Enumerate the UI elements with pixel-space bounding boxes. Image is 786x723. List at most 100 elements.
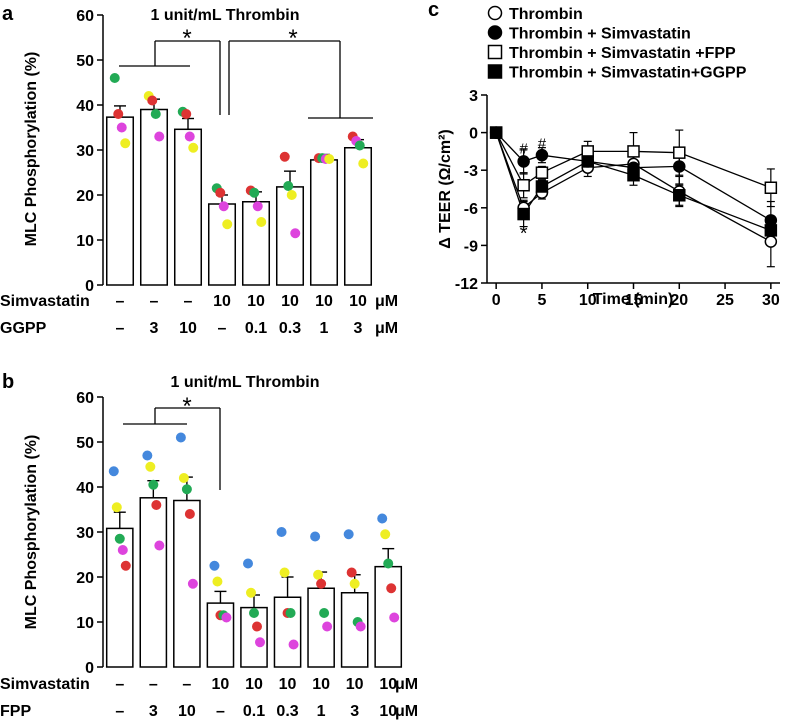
condition-cell: – xyxy=(116,320,125,337)
data-point xyxy=(252,621,262,632)
data-point xyxy=(184,131,195,142)
data-point xyxy=(517,178,530,192)
y-tick-label: 50 xyxy=(76,53,94,70)
x-tick-label: 0 xyxy=(492,292,501,309)
data-point xyxy=(322,621,333,632)
y-tick-label: 40 xyxy=(76,98,94,115)
data-point xyxy=(288,639,299,650)
chart-b: 1 unit/mL Thrombin MLC Phosphorylation (… xyxy=(0,374,418,720)
panel-label-a: a xyxy=(2,3,14,25)
condition-unit: μM xyxy=(375,320,398,337)
chart-a-significance-brackets: * * xyxy=(119,25,373,119)
chart-b-sig-star: * xyxy=(182,393,191,420)
bar xyxy=(240,606,268,668)
condition-cell: 3 xyxy=(354,320,363,337)
y-tick-label: 50 xyxy=(76,435,94,452)
data-point xyxy=(215,187,226,198)
data-point xyxy=(151,500,162,510)
data-point xyxy=(487,25,503,40)
condition-unit: μM xyxy=(375,293,398,310)
condition-cell: 10 xyxy=(379,676,397,693)
chart-c-series xyxy=(489,126,778,268)
data-point xyxy=(627,168,640,182)
data-point xyxy=(218,201,229,212)
y-tick-label: 20 xyxy=(76,188,94,205)
data-point xyxy=(142,450,153,461)
data-point xyxy=(389,612,400,623)
data-point xyxy=(150,109,161,119)
data-point xyxy=(256,217,267,227)
condition-row-label: Simvastatin xyxy=(0,676,90,693)
condition-cell: – xyxy=(184,293,193,310)
annotation: # xyxy=(538,136,547,153)
bar xyxy=(309,159,339,286)
data-point xyxy=(349,578,360,589)
data-point xyxy=(209,560,220,571)
legend-label: Thrombin + Simvastatin xyxy=(509,26,691,43)
data-point xyxy=(310,531,321,542)
y-tick-label: -6 xyxy=(464,201,478,218)
data-point xyxy=(187,578,198,589)
data-point xyxy=(764,235,778,248)
condition-cell: 10 xyxy=(178,703,196,720)
data-point xyxy=(377,513,388,524)
data-point xyxy=(517,207,530,221)
condition-cell: – xyxy=(115,703,124,720)
condition-cell: 10 xyxy=(349,293,367,310)
data-point xyxy=(120,560,131,571)
annotation: * xyxy=(520,223,528,245)
condition-cell: – xyxy=(150,293,159,310)
data-point xyxy=(154,131,165,142)
data-point xyxy=(324,154,335,164)
data-point xyxy=(343,529,354,540)
data-point xyxy=(181,109,192,119)
data-point xyxy=(285,608,296,618)
x-tick-label: 10 xyxy=(579,292,597,309)
y-tick-label: -9 xyxy=(464,238,478,255)
condition-cell: 0.3 xyxy=(279,320,301,337)
data-point xyxy=(581,155,594,168)
data-point xyxy=(673,189,686,202)
condition-cell: – xyxy=(218,320,227,337)
data-point xyxy=(346,567,357,578)
condition-row-label: FPP xyxy=(0,703,31,720)
data-point xyxy=(673,146,686,159)
data-point xyxy=(487,44,503,60)
data-point xyxy=(117,545,128,555)
data-point xyxy=(221,612,232,623)
condition-cell: – xyxy=(216,703,225,720)
x-tick-label: 25 xyxy=(716,292,734,309)
chart-a-ylabel: MLC Phosphorylation (%) xyxy=(23,52,40,247)
condition-cell: – xyxy=(115,676,124,693)
condition-cell: 0.1 xyxy=(245,320,267,337)
data-point xyxy=(154,540,165,551)
bar xyxy=(207,203,237,286)
condition-cell: 10 xyxy=(346,676,364,693)
y-tick-label: 0 xyxy=(85,278,94,295)
chart-a-title: 1 unit/mL Thrombin xyxy=(150,7,299,24)
data-point xyxy=(109,73,120,83)
chart-c-axes: 30-3-6-9-120 5 10 15 20 25 30 xyxy=(455,88,780,309)
data-point xyxy=(222,219,233,230)
data-point xyxy=(147,95,158,106)
chart-a-bars xyxy=(105,73,373,286)
data-point xyxy=(355,621,366,632)
chart-c-xlabel: Time (min) xyxy=(593,291,674,308)
y-tick-label: 40 xyxy=(76,480,94,497)
data-point xyxy=(283,181,294,191)
condition-cell: 0.3 xyxy=(276,703,298,720)
condition-unit: μM xyxy=(395,703,418,720)
data-point xyxy=(111,502,122,513)
y-tick-label: 10 xyxy=(76,615,94,632)
data-point xyxy=(279,567,290,578)
chart-a-sig-star-2: * xyxy=(288,25,297,52)
condition-unit: μM xyxy=(395,676,418,693)
data-point xyxy=(290,228,301,239)
data-point xyxy=(249,608,259,618)
condition-cell: 10 xyxy=(279,676,297,693)
y-tick-label: -3 xyxy=(464,163,478,180)
condition-cell: 1 xyxy=(320,320,329,337)
data-point xyxy=(145,461,156,472)
